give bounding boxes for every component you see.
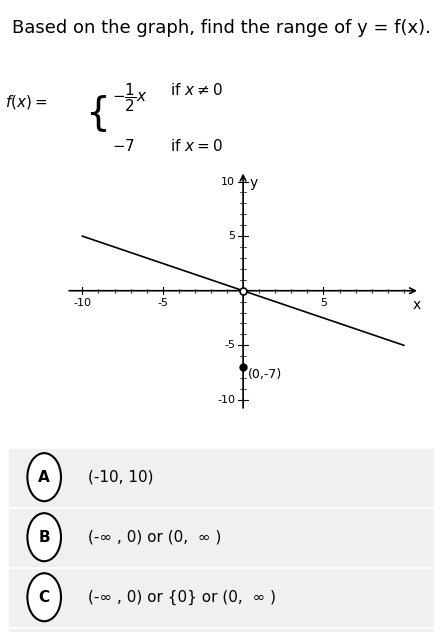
Text: (0,-7): (0,-7) xyxy=(248,368,282,381)
Text: -5: -5 xyxy=(224,340,235,350)
Text: -10: -10 xyxy=(73,298,91,308)
Text: if $x = 0$: if $x = 0$ xyxy=(170,138,223,154)
Text: 10: 10 xyxy=(221,176,235,186)
Text: $-7$: $-7$ xyxy=(112,138,135,154)
Text: A: A xyxy=(38,470,50,485)
Text: (-∞ , 0) or (0,  ∞ ): (-∞ , 0) or (0, ∞ ) xyxy=(88,530,222,545)
Text: (-10, 10): (-10, 10) xyxy=(88,470,154,485)
Text: $-\dfrac{1}{2}x$: $-\dfrac{1}{2}x$ xyxy=(112,82,147,114)
Text: (-∞ , 0) or {0} or (0,  ∞ ): (-∞ , 0) or {0} or (0, ∞ ) xyxy=(88,590,276,605)
Text: -5: -5 xyxy=(157,298,168,308)
Text: B: B xyxy=(38,530,50,545)
Text: C: C xyxy=(38,590,50,605)
Text: $f(x) =$: $f(x) =$ xyxy=(5,93,47,111)
Text: Based on the graph, find the range of y = f(x).: Based on the graph, find the range of y … xyxy=(11,19,431,37)
Text: x: x xyxy=(412,298,421,312)
Text: -10: -10 xyxy=(217,395,235,405)
Text: 5: 5 xyxy=(320,298,327,308)
Text: $\{$: $\{$ xyxy=(85,93,107,134)
Text: if $x \neq 0$: if $x \neq 0$ xyxy=(170,82,223,97)
Text: 5: 5 xyxy=(228,231,235,241)
Text: y: y xyxy=(250,176,258,190)
